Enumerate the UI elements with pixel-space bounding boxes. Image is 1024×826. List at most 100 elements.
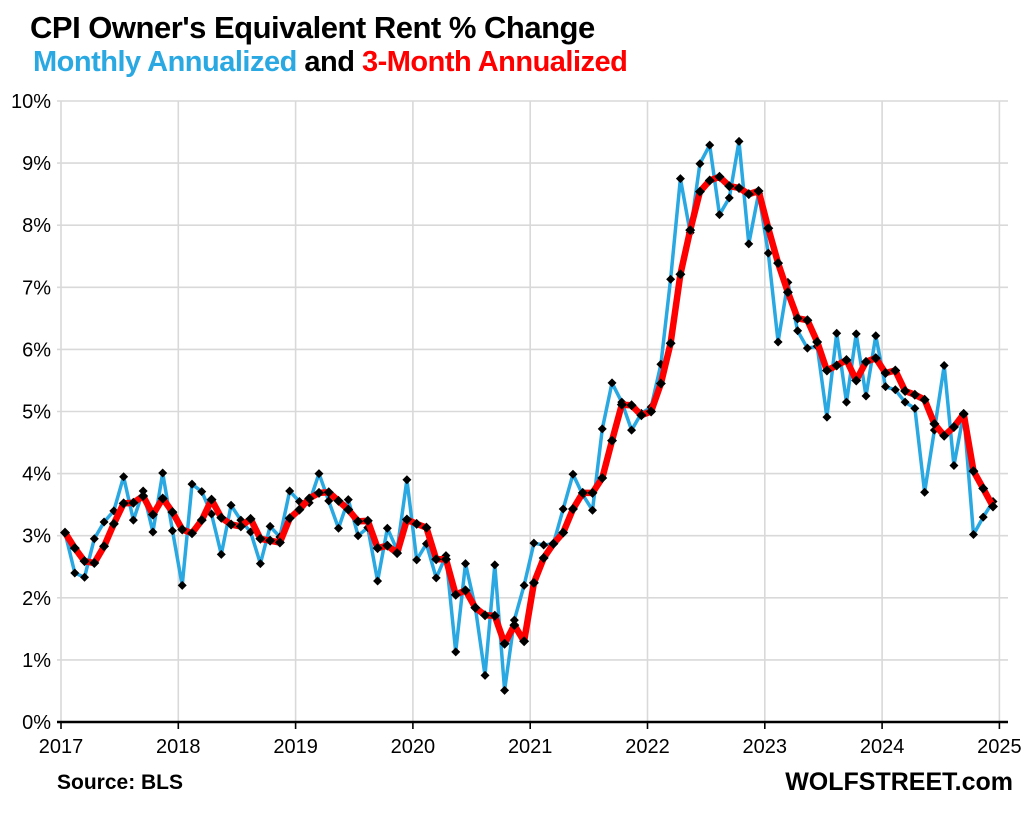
x-tick-label: 2022 xyxy=(625,736,670,758)
data-point-marker xyxy=(119,472,129,482)
data-point-marker xyxy=(431,554,442,565)
x-tick-label: 2020 xyxy=(391,736,436,758)
data-point-marker xyxy=(323,487,334,498)
data-point-marker xyxy=(567,503,578,514)
data-point-marker xyxy=(79,556,90,567)
data-point-marker xyxy=(157,493,168,504)
data-point-marker xyxy=(919,394,930,405)
data-point-marker xyxy=(978,483,989,494)
y-tick-label: 4% xyxy=(22,464,51,486)
data-point-marker xyxy=(968,466,979,477)
data-point-marker xyxy=(440,554,451,565)
data-point-marker xyxy=(509,620,520,631)
data-point-marker xyxy=(255,533,266,544)
data-point-marker xyxy=(949,461,959,471)
data-point-marker xyxy=(587,505,597,515)
data-point-marker xyxy=(568,469,578,479)
data-point-marker xyxy=(831,360,842,371)
data-point-marker xyxy=(412,555,422,565)
data-point-marker xyxy=(411,518,422,529)
data-point-marker xyxy=(939,361,949,371)
data-point-marker xyxy=(324,496,334,506)
data-point-marker xyxy=(128,497,139,508)
data-point-marker xyxy=(314,469,324,479)
data-point-marker xyxy=(909,389,920,400)
data-point-marker xyxy=(382,540,393,551)
data-point-marker xyxy=(920,487,930,497)
data-point-marker xyxy=(734,136,744,146)
data-point-marker xyxy=(734,182,745,193)
data-point-marker xyxy=(402,475,412,485)
data-point-marker xyxy=(294,504,305,515)
data-point-marker xyxy=(675,174,685,184)
data-point-marker xyxy=(812,336,823,347)
x-tick-label: 2017 xyxy=(39,736,84,758)
data-point-marker xyxy=(665,338,676,349)
data-point-marker xyxy=(881,382,891,392)
data-point-marker xyxy=(196,515,207,526)
data-point-marker xyxy=(89,534,99,544)
data-point-marker xyxy=(343,504,354,515)
data-point-marker xyxy=(587,487,598,498)
three-month-annualized-line xyxy=(61,173,997,648)
data-point-marker xyxy=(704,175,715,186)
data-point-marker xyxy=(705,140,715,150)
data-point-marker xyxy=(177,580,187,590)
data-point-marker xyxy=(197,487,207,497)
data-point-marker xyxy=(802,343,812,353)
data-point-marker xyxy=(372,543,383,554)
data-point-marker xyxy=(451,647,461,657)
data-point-marker xyxy=(382,523,392,533)
data-point-marker xyxy=(822,412,832,422)
data-point-marker xyxy=(392,548,403,559)
data-point-marker xyxy=(304,493,315,504)
data-point-marker xyxy=(480,610,491,621)
data-point-marker xyxy=(167,526,177,536)
data-point-marker xyxy=(177,524,188,535)
data-point-marker xyxy=(186,528,197,539)
data-point-marker xyxy=(607,435,618,446)
data-point-marker xyxy=(255,559,265,569)
monthly-annualized-line xyxy=(63,139,995,693)
gridlines xyxy=(57,100,1008,722)
data-point-marker xyxy=(490,560,500,570)
data-point-marker xyxy=(900,397,910,407)
data-point-marker xyxy=(743,189,754,200)
data-point-marker xyxy=(99,541,110,552)
data-point-marker xyxy=(60,527,70,538)
data-point-marker xyxy=(929,418,940,429)
data-point-marker xyxy=(597,424,607,434)
data-point-marker xyxy=(773,337,783,347)
x-tick-label: 2021 xyxy=(508,736,553,758)
y-tick-label: 3% xyxy=(22,526,51,548)
data-point-marker xyxy=(519,636,530,647)
data-point-marker xyxy=(724,181,735,192)
data-point-marker xyxy=(284,513,295,524)
data-point-marker xyxy=(627,425,637,435)
chart-title: CPI Owner's Equivalent Rent % Change xyxy=(30,10,595,45)
data-point-marker xyxy=(870,353,881,364)
data-point-marker xyxy=(958,408,969,419)
data-point-marker xyxy=(489,610,500,621)
data-point-marker xyxy=(666,274,676,284)
data-point-marker xyxy=(597,472,608,483)
data-point-marker xyxy=(362,515,373,526)
data-point-marker xyxy=(353,516,364,527)
data-point-marker xyxy=(968,529,978,539)
data-point-marker xyxy=(695,159,705,169)
chart-legend: Monthly Annualized and 3-Month Annualize… xyxy=(33,46,628,79)
data-point-marker xyxy=(265,535,276,546)
data-point-marker xyxy=(118,498,129,509)
data-point-marker xyxy=(773,258,784,269)
data-point-marker xyxy=(763,223,774,234)
data-point-marker xyxy=(69,543,80,554)
data-point-marker xyxy=(821,365,832,376)
data-point-marker xyxy=(861,356,872,367)
data-point-marker xyxy=(274,537,285,548)
data-point-marker xyxy=(841,354,852,365)
data-point-marker xyxy=(832,328,842,338)
data-point-marker xyxy=(744,239,754,249)
data-point-marker xyxy=(500,685,510,695)
data-point-marker xyxy=(793,326,803,336)
data-point-marker xyxy=(616,399,627,410)
